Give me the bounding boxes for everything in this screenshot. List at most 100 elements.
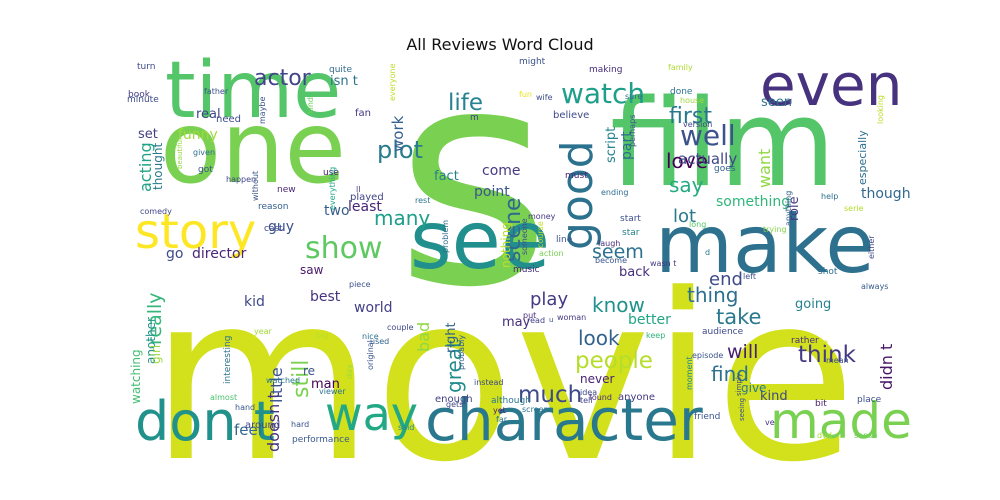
- word-watching: watching: [129, 349, 143, 404]
- word-without: without: [251, 171, 260, 201]
- word-actually: actually: [678, 150, 737, 168]
- word-might: might: [519, 57, 546, 67]
- word-almost: almost: [210, 393, 237, 402]
- word-make: make: [655, 198, 875, 291]
- word-enough: enough: [435, 394, 473, 405]
- word-take: take: [716, 305, 761, 329]
- word-said: said: [398, 423, 414, 432]
- word-role: role: [787, 196, 802, 221]
- word-trying: trying: [763, 225, 787, 234]
- word-way: way: [325, 387, 418, 441]
- word-first: first: [669, 104, 712, 129]
- word-become: become: [595, 256, 627, 265]
- word-people: people: [575, 348, 653, 374]
- word-good: good: [552, 140, 603, 250]
- word-course: course: [536, 221, 545, 248]
- word-d: d: [705, 248, 710, 257]
- word-father: father: [204, 87, 229, 96]
- word-life: life: [448, 90, 483, 116]
- word-new: new: [277, 185, 296, 195]
- word-laugh: laugh: [598, 239, 620, 248]
- word-fan: fan: [355, 108, 371, 119]
- word-funny: funny: [178, 127, 218, 143]
- word-two: two: [324, 203, 350, 219]
- word-always: always: [861, 282, 888, 291]
- word-know: know: [592, 293, 645, 317]
- word-see: see: [410, 194, 550, 287]
- word-done: done: [670, 87, 693, 97]
- word-want: want: [755, 149, 774, 188]
- word-played: played: [350, 192, 384, 203]
- word-either: either: [867, 235, 876, 259]
- word-seem: seem: [592, 241, 644, 263]
- word-moment: moment: [685, 356, 694, 390]
- word-screen: screen: [522, 405, 549, 414]
- word-anything: anything: [784, 191, 793, 226]
- word-film: film: [610, 75, 836, 214]
- word-got: got: [198, 165, 213, 175]
- word-perhaps: perhaps: [628, 115, 637, 147]
- word-far: far: [496, 415, 508, 424]
- word-well: well: [680, 119, 736, 152]
- word-doesn-t: doesn t: [264, 392, 283, 452]
- word-set: set: [138, 127, 158, 142]
- word-kid: kid: [244, 294, 265, 310]
- word-long: long: [689, 220, 706, 229]
- word-episode: episode: [692, 351, 723, 360]
- word-isn-t: isn t: [330, 74, 358, 89]
- word-end: end: [709, 269, 743, 290]
- word-house: house: [680, 96, 704, 105]
- word-back: back: [619, 265, 650, 280]
- word-book: book: [128, 90, 151, 100]
- word-everyone: everyone: [388, 63, 397, 101]
- word-viewer: viewer: [319, 387, 346, 396]
- word-nothing: nothing: [499, 222, 513, 268]
- word-piece: piece: [349, 280, 371, 289]
- word-look: look: [578, 326, 620, 350]
- word-anyone: anyone: [618, 392, 655, 403]
- word-big: big: [316, 331, 328, 340]
- word-lot: lot: [673, 206, 696, 227]
- word-nice: nice: [362, 332, 379, 341]
- word-go: go: [166, 246, 183, 262]
- word-kind: kind: [306, 97, 315, 114]
- word-something: something: [716, 194, 790, 210]
- word-thought: thought: [151, 143, 165, 190]
- word-woman: woman: [557, 313, 586, 322]
- word-performance: performance: [292, 435, 350, 445]
- word-mean: mean: [826, 356, 849, 365]
- word-action: action: [539, 249, 564, 258]
- word-use: use: [323, 168, 339, 178]
- word-sense: sense: [854, 431, 877, 440]
- word-feel: feel: [234, 421, 262, 439]
- word-audience: audience: [702, 327, 744, 337]
- word-everything: everything: [328, 167, 337, 210]
- word-beautiful: beautiful: [176, 138, 184, 169]
- word-goes: goes: [714, 164, 736, 174]
- word-may: may: [502, 315, 531, 330]
- word-director: director: [192, 246, 247, 262]
- word-time: time: [165, 46, 341, 136]
- word-given: given: [193, 148, 215, 157]
- word-must: must: [565, 171, 588, 181]
- word-money: money: [528, 212, 556, 221]
- word-acting: acting: [136, 142, 155, 192]
- word-made: made: [770, 392, 912, 450]
- word-m: m: [470, 113, 479, 123]
- word-s: s: [395, 4, 551, 353]
- word-interesting: interesting: [223, 336, 233, 384]
- word-live: live: [814, 338, 828, 347]
- word-help: help: [821, 192, 838, 201]
- word-find: find: [711, 362, 749, 386]
- word-yet: yet: [493, 406, 506, 415]
- word-instead: instead: [474, 378, 504, 387]
- word-found: found: [589, 393, 612, 402]
- word-still: still: [289, 360, 314, 398]
- word-ve: ve: [765, 418, 775, 427]
- word-happen: happen: [226, 175, 256, 184]
- word-character: character: [425, 386, 703, 454]
- word-really: really: [144, 292, 166, 345]
- word-looking: looking: [876, 95, 885, 124]
- word-little: little: [267, 367, 286, 403]
- word-plot: plot: [377, 136, 423, 164]
